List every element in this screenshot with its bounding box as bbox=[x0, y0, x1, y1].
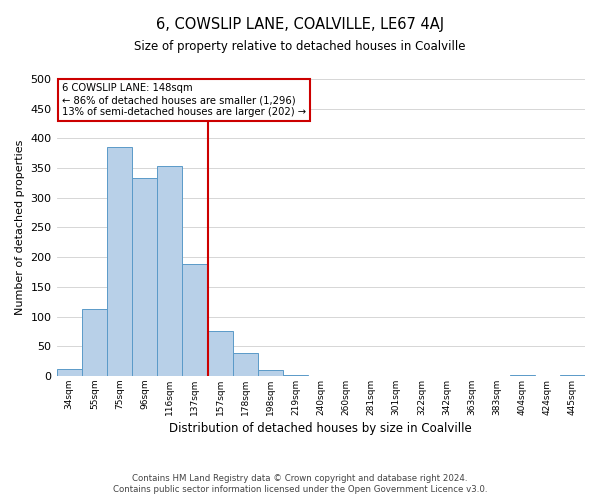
Text: Contains public sector information licensed under the Open Government Licence v3: Contains public sector information licen… bbox=[113, 485, 487, 494]
Bar bbox=[107, 148, 132, 376]
Bar bbox=[208, 332, 233, 376]
Bar bbox=[258, 370, 283, 376]
Text: Size of property relative to detached houses in Coalville: Size of property relative to detached ho… bbox=[134, 40, 466, 53]
Bar bbox=[233, 354, 258, 376]
Bar bbox=[56, 369, 82, 376]
Bar bbox=[283, 374, 308, 376]
X-axis label: Distribution of detached houses by size in Coalville: Distribution of detached houses by size … bbox=[169, 422, 472, 435]
Text: Contains HM Land Registry data © Crown copyright and database right 2024.: Contains HM Land Registry data © Crown c… bbox=[132, 474, 468, 483]
Bar bbox=[132, 178, 157, 376]
Text: 6, COWSLIP LANE, COALVILLE, LE67 4AJ: 6, COWSLIP LANE, COALVILLE, LE67 4AJ bbox=[156, 18, 444, 32]
Bar bbox=[82, 309, 107, 376]
Bar bbox=[157, 166, 182, 376]
Y-axis label: Number of detached properties: Number of detached properties bbox=[15, 140, 25, 315]
Bar bbox=[182, 264, 208, 376]
Text: 6 COWSLIP LANE: 148sqm
← 86% of detached houses are smaller (1,296)
13% of semi-: 6 COWSLIP LANE: 148sqm ← 86% of detached… bbox=[62, 84, 306, 116]
